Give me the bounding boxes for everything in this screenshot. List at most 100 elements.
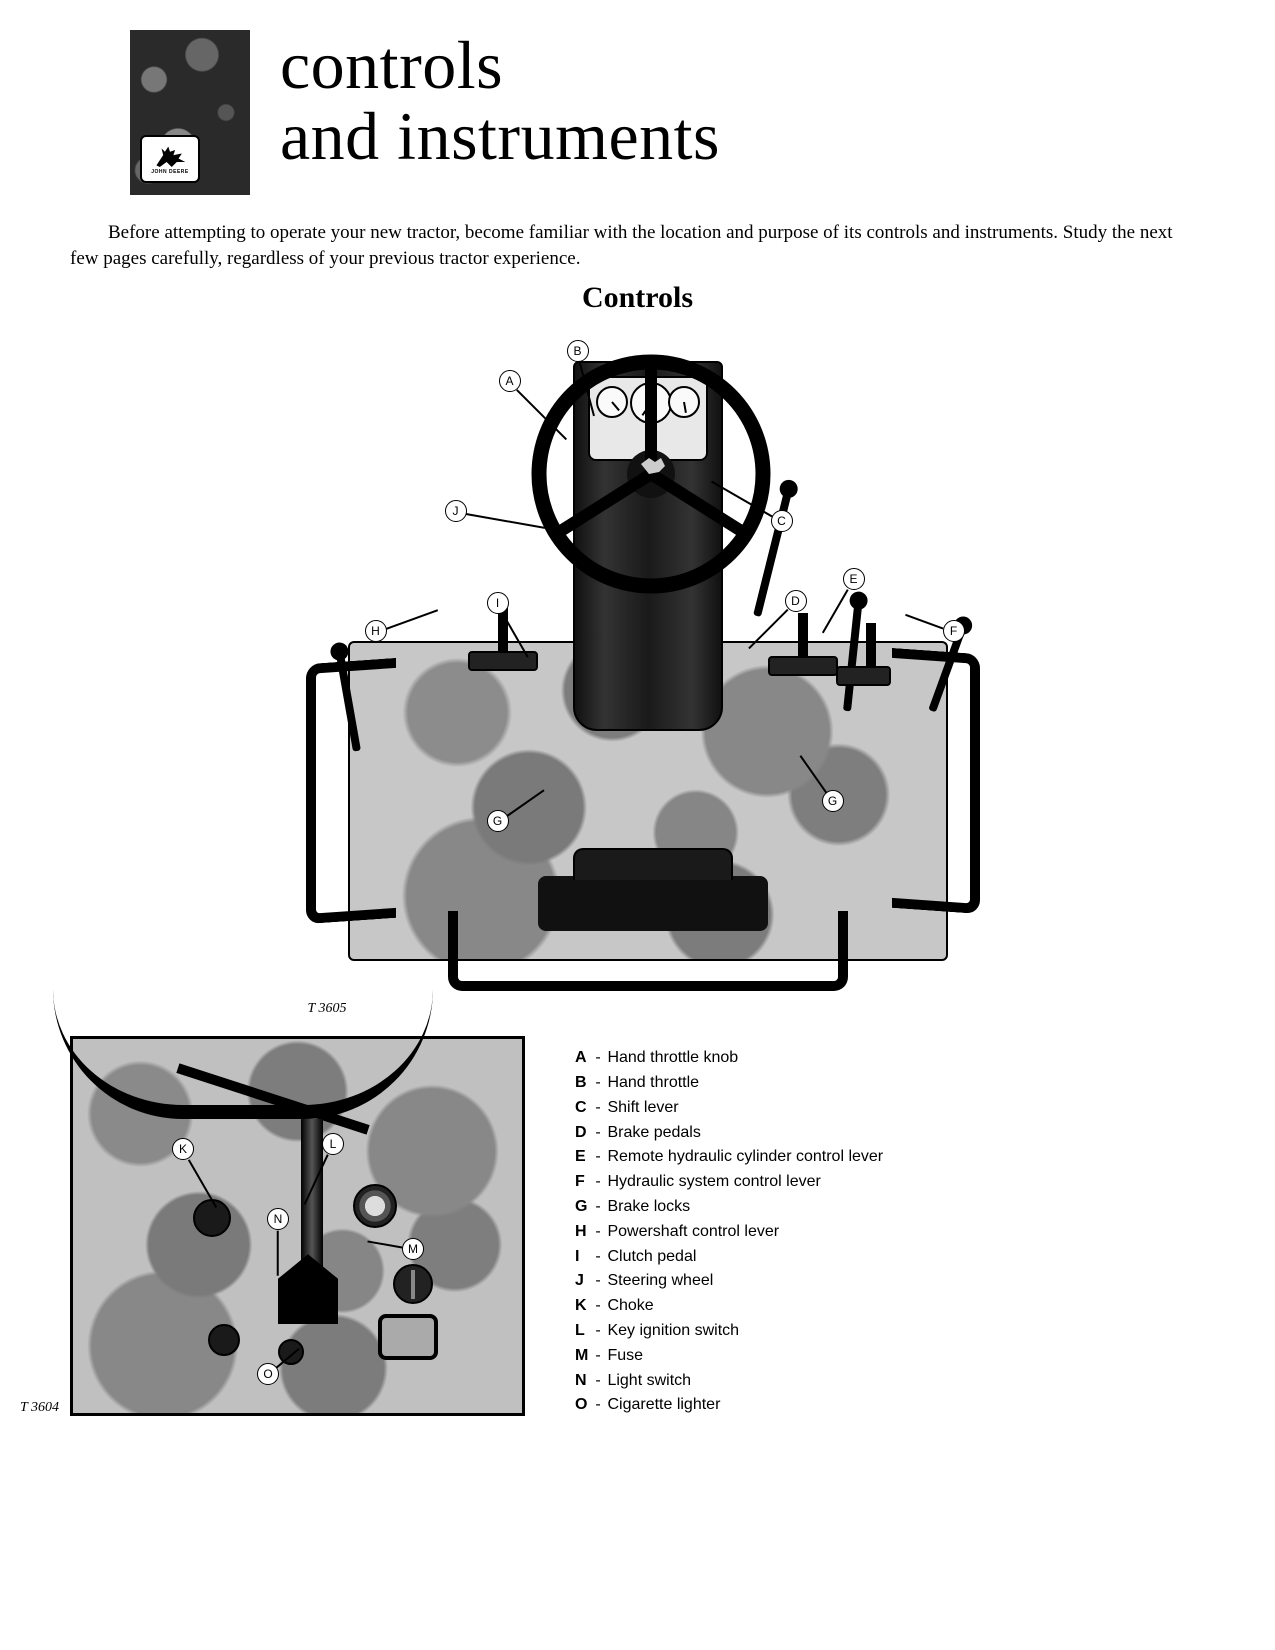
brand-name: JOHN DEERE <box>151 169 189 175</box>
callout-b: B <box>567 340 589 362</box>
legend-sep: - <box>593 1294 603 1319</box>
legend-label: Remote hydraulic cylinder control lever <box>607 1148 883 1165</box>
legend-sep: - <box>593 1046 603 1071</box>
figure-secondary: K L M N O <box>70 1036 525 1416</box>
page-title-block: controls and instruments <box>280 30 720 173</box>
controls-legend: A- Hand throttle knobB- Hand throttleC- … <box>575 1036 883 1418</box>
legend-label: Hydraulic system control lever <box>607 1173 820 1190</box>
callout-g: G <box>487 810 509 832</box>
choke-knob <box>193 1199 231 1237</box>
operator-seat <box>538 876 768 931</box>
legend-sep: - <box>593 1245 603 1270</box>
callout-g: G <box>822 790 844 812</box>
legend-row-h: H- Powershaft control lever <box>575 1220 883 1245</box>
callout-lead-e <box>822 589 848 633</box>
legend-row-m: M- Fuse <box>575 1344 883 1369</box>
legend-label: Brake locks <box>607 1198 690 1215</box>
legend-key: L <box>575 1319 593 1344</box>
legend-row-d: D- Brake pedals <box>575 1121 883 1146</box>
callout-o: O <box>257 1363 279 1385</box>
legend-sep: - <box>593 1195 603 1220</box>
callout-j: J <box>445 500 467 522</box>
legend-row-c: C- Shift lever <box>575 1096 883 1121</box>
legend-label: Choke <box>607 1297 653 1314</box>
legend-label: Fuse <box>607 1347 643 1364</box>
legend-key: M <box>575 1344 593 1369</box>
legend-row-l: L- Key ignition switch <box>575 1319 883 1344</box>
legend-row-a: A- Hand throttle knob <box>575 1046 883 1071</box>
callout-h: H <box>365 620 387 642</box>
legend-sep: - <box>593 1145 603 1170</box>
steering-wheel <box>526 349 776 599</box>
legend-sep: - <box>593 1369 603 1394</box>
legend-sep: - <box>593 1220 603 1245</box>
legend-sep: - <box>593 1269 603 1294</box>
legend-sep: - <box>593 1121 603 1146</box>
legend-key: J <box>575 1269 593 1294</box>
callout-lead-h <box>386 609 438 629</box>
title-line-1: controls <box>280 27 503 103</box>
legend-label: Clutch pedal <box>607 1248 696 1265</box>
intro-paragraph: Before attempting to operate your new tr… <box>70 220 1205 271</box>
legend-key: C <box>575 1096 593 1121</box>
legend-row-k: K- Choke <box>575 1294 883 1319</box>
legend-sep: - <box>593 1319 603 1344</box>
section-heading: Controls <box>70 281 1205 315</box>
legend-sep: - <box>593 1170 603 1195</box>
legend-label: Powershaft control lever <box>607 1223 779 1240</box>
legend-key: F <box>575 1170 593 1195</box>
legend-row-n: N- Light switch <box>575 1369 883 1394</box>
legend-row-e: E- Remote hydraulic cylinder control lev… <box>575 1145 883 1170</box>
figure-main-wrap: T 3605 ABCDEFGGHIJ <box>70 321 1205 1021</box>
legend-label: Hand throttle <box>607 1074 699 1091</box>
accessory-knob <box>208 1324 240 1356</box>
callout-n: N <box>267 1208 289 1230</box>
fuse-holder <box>393 1264 433 1304</box>
legend-row-i: I- Clutch pedal <box>575 1245 883 1270</box>
column-rod <box>301 1119 323 1279</box>
figure-main: T 3605 ABCDEFGGHIJ <box>288 321 988 1021</box>
legend-label: Brake pedals <box>607 1124 700 1141</box>
legend-key: D <box>575 1121 593 1146</box>
page-header: JOHN DEERE controls and instruments <box>130 30 1205 195</box>
figure-secondary-id: T 3604 <box>20 1400 59 1416</box>
callout-lead-n <box>277 1231 279 1276</box>
legend-key: H <box>575 1220 593 1245</box>
legend-label: Steering wheel <box>607 1272 713 1289</box>
legend-row-o: O- Cigarette lighter <box>575 1393 883 1418</box>
legend-row-b: B- Hand throttle <box>575 1071 883 1096</box>
key-ignition-switch <box>353 1184 397 1228</box>
legend-sep: - <box>593 1344 603 1369</box>
legend-key: I <box>575 1245 593 1270</box>
light-switch <box>278 1254 338 1324</box>
brand-logo-block: JOHN DEERE <box>130 30 250 195</box>
legend-sep: - <box>593 1393 603 1418</box>
callout-c: C <box>771 510 793 532</box>
callout-k: K <box>172 1138 194 1160</box>
legend-key: G <box>575 1195 593 1220</box>
brand-badge: JOHN DEERE <box>140 135 200 183</box>
legend-key: K <box>575 1294 593 1319</box>
brake-pedal-right <box>836 666 891 686</box>
callout-e: E <box>843 568 865 590</box>
legend-row-j: J- Steering wheel <box>575 1269 883 1294</box>
legend-key: O <box>575 1393 593 1418</box>
steering-wheel-arc <box>53 989 433 1119</box>
callout-lead-f <box>905 614 943 629</box>
legend-sep: - <box>593 1071 603 1096</box>
callout-d: D <box>785 590 807 612</box>
legend-sep: - <box>593 1096 603 1121</box>
page-title: controls and instruments <box>280 30 720 173</box>
legend-label: Key ignition switch <box>607 1322 739 1339</box>
legend-key: E <box>575 1145 593 1170</box>
legend-label: Light switch <box>607 1372 691 1389</box>
callout-m: M <box>402 1238 424 1260</box>
brake-pedal-left <box>768 656 838 676</box>
callout-a: A <box>499 370 521 392</box>
legend-row-g: G- Brake locks <box>575 1195 883 1220</box>
legend-key: N <box>575 1369 593 1394</box>
legend-label: Cigarette lighter <box>607 1396 720 1413</box>
callout-l: L <box>322 1133 344 1155</box>
row-secondary: KLMNO T 3604 A- Hand throttle knobB- Han… <box>70 1036 1205 1418</box>
callout-lead-m <box>368 1241 403 1249</box>
